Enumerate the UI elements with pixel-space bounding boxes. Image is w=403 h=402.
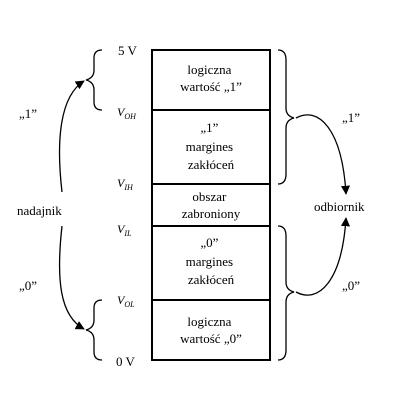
level-5v: 5 V	[118, 43, 138, 58]
right-label-one: „1”	[342, 110, 360, 125]
right-brace-zero	[277, 225, 295, 361]
right-label-zero: „0”	[342, 278, 360, 293]
zero-to-receiver-arrow	[295, 217, 351, 296]
level-vih: VIH	[117, 176, 134, 192]
margin-zero-text: „0” margines zakłóceń	[186, 235, 237, 287]
margin-one-text: „1” margines zakłóceń	[186, 120, 237, 172]
left-brace-zero	[85, 299, 103, 361]
one-to-receiver-arrow	[295, 114, 351, 195]
transmitter-label: nadajnik	[17, 203, 62, 218]
left-label-one: „1”	[19, 106, 37, 121]
logic-zero-box	[151, 299, 271, 361]
receiver-label: odbiornik	[314, 199, 365, 214]
logic-zero-text: logiczna wartość „0”	[180, 314, 242, 346]
left-label-zero: „0”	[19, 278, 37, 293]
right-brace-one	[277, 49, 295, 185]
forbidden-text: obszar zabroniony	[182, 189, 241, 221]
level-vol: VOL	[117, 293, 135, 309]
logic-one-text: logiczna wartość „1”	[180, 62, 242, 94]
level-0v: 0 V	[116, 354, 136, 369]
transmitter-to-zero-arrow	[58, 225, 85, 330]
transmitter-to-one-arrow	[58, 80, 85, 193]
left-brace-one	[85, 49, 103, 111]
level-vil: VIL	[117, 222, 132, 238]
level-voh: VOH	[117, 105, 137, 121]
